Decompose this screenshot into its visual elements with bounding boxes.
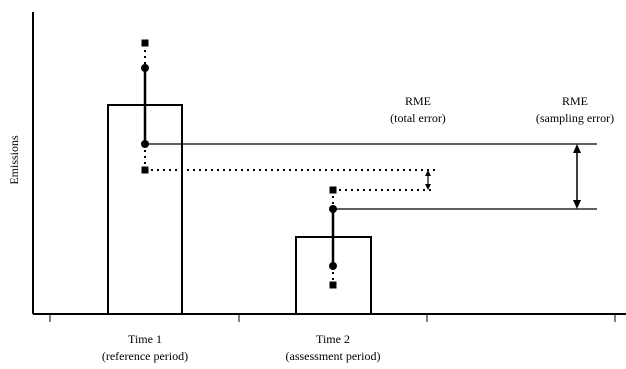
time-1-lower-total-marker xyxy=(141,166,149,174)
time-2-title: Time 2 xyxy=(316,332,350,346)
rme-total-subtitle: (total error) xyxy=(390,111,446,125)
time-1-upper-sampling-marker xyxy=(141,64,149,72)
time-1-upper-total-marker xyxy=(141,39,149,47)
time-2-upper-total-marker xyxy=(329,186,337,194)
sampling-error-arrowhead-up xyxy=(573,144,581,153)
rme-sampling-title: RME xyxy=(562,94,588,108)
time-1-subtitle: (reference period) xyxy=(102,349,188,363)
rme-sampling-subtitle: (sampling error) xyxy=(536,111,614,125)
total-error-arrowhead-down xyxy=(425,184,431,190)
rme-total-title: RME xyxy=(405,94,431,108)
time-2-lower-sampling-marker xyxy=(329,262,337,270)
time-2-lower-total-marker xyxy=(329,281,337,289)
time-1-title: Time 1 xyxy=(128,332,162,346)
time-2-subtitle: (assessment period) xyxy=(286,349,381,363)
sampling-error-arrowhead-down xyxy=(573,200,581,209)
y-axis-label: Emissions xyxy=(7,135,21,185)
total-error-arrowhead-up xyxy=(425,170,431,176)
